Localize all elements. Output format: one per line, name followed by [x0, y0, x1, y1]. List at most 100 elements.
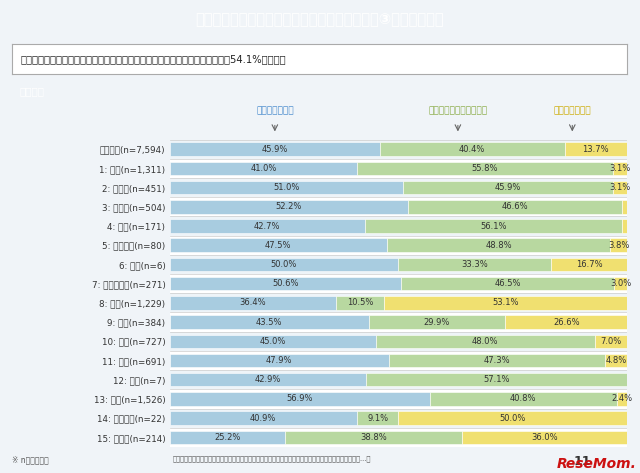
Text: 40.9%: 40.9% — [250, 414, 276, 423]
Text: 42.9%: 42.9% — [255, 375, 281, 384]
Text: 36.0%: 36.0% — [531, 433, 558, 442]
Bar — [170, 389, 627, 409]
Bar — [170, 313, 627, 332]
Bar — [170, 315, 369, 329]
Text: 11: 11 — [573, 455, 591, 468]
Bar — [611, 238, 628, 252]
Text: 56.1%: 56.1% — [480, 221, 507, 230]
Text: 記述式問題のみ: 記述式問題のみ — [554, 106, 591, 115]
Bar — [398, 258, 551, 271]
Bar — [357, 162, 612, 175]
Text: 42.7%: 42.7% — [254, 221, 280, 230]
Bar — [612, 162, 627, 175]
Bar — [387, 238, 611, 252]
Bar — [595, 334, 627, 348]
Text: 55.8%: 55.8% — [472, 164, 498, 173]
Text: 3.8%: 3.8% — [608, 241, 630, 250]
Bar — [430, 392, 617, 406]
Bar — [564, 142, 627, 156]
Text: 38.8%: 38.8% — [360, 433, 387, 442]
Text: 50.0%: 50.0% — [271, 260, 297, 269]
Bar — [170, 392, 430, 406]
Text: 10.5%: 10.5% — [347, 298, 373, 307]
Bar — [170, 178, 627, 197]
Text: 25.2%: 25.2% — [214, 433, 241, 442]
Text: 客観式問題＋記述式問題: 客観式問題＋記述式問題 — [428, 106, 488, 115]
Text: 33.3%: 33.3% — [461, 260, 488, 269]
Bar — [170, 293, 627, 313]
Bar — [170, 216, 627, 236]
Text: 48.0%: 48.0% — [472, 337, 499, 346]
Bar — [170, 296, 336, 310]
Bar — [170, 238, 387, 252]
Text: 41.0%: 41.0% — [250, 164, 276, 173]
Text: 45.0%: 45.0% — [259, 337, 285, 346]
Bar — [170, 409, 627, 428]
Text: 7.0%: 7.0% — [600, 337, 622, 346]
Text: 47.9%: 47.9% — [266, 356, 292, 365]
Text: 個別学力検査における記述式問題等の出題状況③（私立大学）: 個別学力検査における記述式問題等の出題状況③（私立大学） — [196, 12, 444, 27]
Text: 43.5%: 43.5% — [256, 317, 282, 326]
Bar — [170, 277, 401, 290]
Bar — [170, 334, 376, 348]
Bar — [365, 219, 621, 233]
Text: 13.7%: 13.7% — [582, 145, 609, 154]
Text: 45.9%: 45.9% — [261, 145, 288, 154]
Bar — [614, 277, 628, 290]
Bar — [170, 373, 366, 386]
Text: 48.8%: 48.8% — [485, 241, 512, 250]
Bar — [170, 258, 398, 271]
Text: 47.3%: 47.3% — [484, 356, 510, 365]
Bar — [401, 277, 614, 290]
Bar — [170, 412, 356, 425]
Text: 客観式問題のみ: 客観式問題のみ — [256, 106, 294, 115]
Text: 36.4%: 36.4% — [239, 298, 266, 307]
Text: 46.5%: 46.5% — [494, 279, 521, 288]
Bar — [170, 428, 627, 447]
Bar — [170, 351, 627, 370]
Text: 【出典】文部科学省「大学入学者選抜における英語４技能評価及び記述式問題の実態調査（令和２年度）...」: 【出典】文部科学省「大学入学者選抜における英語４技能評価及び記述式問題の実態調査… — [173, 455, 371, 462]
Bar — [170, 354, 388, 367]
Bar — [376, 334, 595, 348]
Bar — [617, 392, 628, 406]
Text: 2.4%: 2.4% — [612, 394, 633, 403]
Bar — [398, 412, 627, 425]
Bar — [170, 274, 627, 293]
Bar — [506, 315, 627, 329]
Text: ※ nはテスト数: ※ nはテスト数 — [12, 455, 48, 464]
Text: 3.1%: 3.1% — [609, 164, 630, 173]
Bar — [605, 354, 627, 367]
Text: 56.9%: 56.9% — [287, 394, 313, 403]
Bar — [366, 373, 627, 386]
Bar — [408, 200, 621, 213]
Bar — [356, 412, 399, 425]
Text: 45.9%: 45.9% — [495, 183, 521, 192]
Bar — [170, 236, 627, 255]
Text: 50.6%: 50.6% — [272, 279, 299, 288]
Bar — [621, 200, 627, 213]
Text: 4.8%: 4.8% — [605, 356, 627, 365]
Bar — [463, 430, 627, 444]
Bar — [551, 258, 627, 271]
Bar — [170, 197, 627, 216]
Text: 51.0%: 51.0% — [273, 183, 300, 192]
Text: 3.1%: 3.1% — [609, 183, 631, 192]
Bar — [170, 219, 365, 233]
Text: 47.5%: 47.5% — [265, 241, 292, 250]
Text: 57.1%: 57.1% — [483, 375, 510, 384]
Bar — [170, 181, 403, 194]
Bar — [170, 159, 627, 178]
Bar — [170, 200, 408, 213]
Bar — [403, 181, 613, 194]
Bar — [170, 142, 380, 156]
Text: 46.6%: 46.6% — [502, 202, 529, 211]
Text: 16.7%: 16.7% — [575, 260, 602, 269]
Bar — [170, 332, 627, 351]
Text: 40.8%: 40.8% — [510, 394, 536, 403]
Bar — [285, 430, 463, 444]
Text: 29.9%: 29.9% — [424, 317, 451, 326]
Bar — [170, 162, 357, 175]
Bar — [170, 255, 627, 274]
Bar — [336, 296, 384, 310]
Bar — [170, 140, 627, 159]
